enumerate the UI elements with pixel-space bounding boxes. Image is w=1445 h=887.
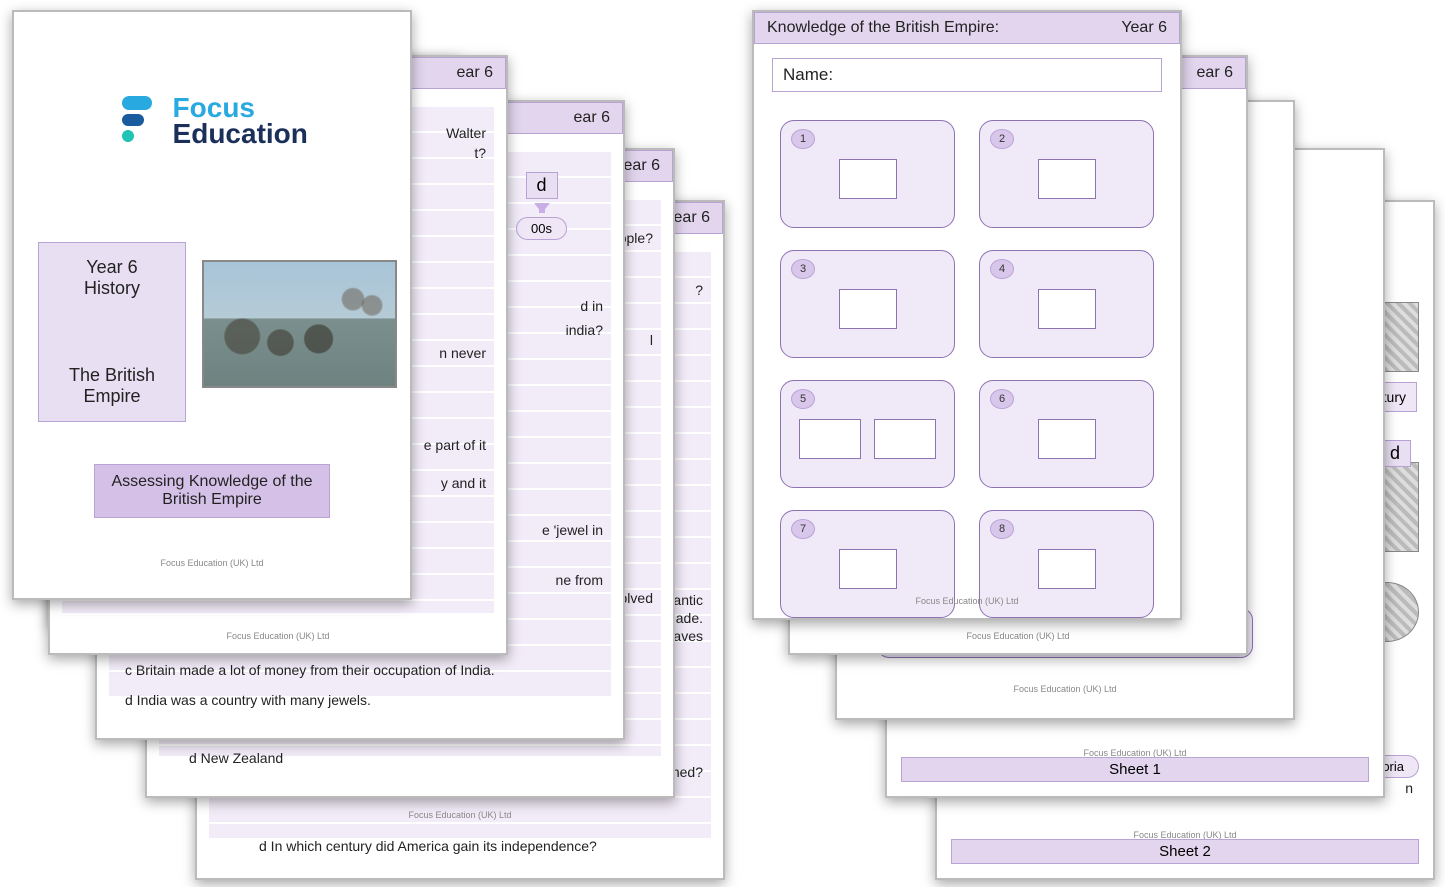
cover-year: Year 6 <box>47 257 177 278</box>
answer-slot[interactable] <box>874 419 936 459</box>
answer-slot[interactable] <box>839 289 897 329</box>
answer-card-6: 6 <box>979 380 1154 488</box>
text-fragment: y and it <box>441 475 486 491</box>
answer-slot[interactable] <box>839 549 897 589</box>
text-fragment: l <box>650 332 653 348</box>
card-number: 8 <box>990 519 1014 539</box>
text-fragment: n never <box>439 345 486 361</box>
answer-slot[interactable] <box>799 419 861 459</box>
year-label: ear 6 <box>457 64 493 82</box>
answer-card-1: 1 <box>780 120 955 228</box>
cover-year-subject: Year 6 History <box>47 257 177 299</box>
cover-subject: History <box>47 278 177 299</box>
answer-slot[interactable] <box>1038 159 1096 199</box>
text-fragment: d in <box>580 298 603 314</box>
cover-page: Focus Education Year 6 History The Briti… <box>12 10 412 600</box>
card-number: 2 <box>990 129 1014 149</box>
subject-box: Year 6 History The British Empire <box>38 242 186 422</box>
text-fragment: n <box>1405 780 1413 796</box>
page-footer: Focus Education (UK) Ltd <box>14 558 410 568</box>
text-fragment: e part of it <box>424 437 486 453</box>
answer-card-3: 3 <box>780 250 955 358</box>
answer-card-5: 5 <box>780 380 955 488</box>
answer-grid: 1 2 3 4 5 6 <box>754 96 1180 638</box>
answer-card-4: 4 <box>979 250 1154 358</box>
answer-slot[interactable] <box>1038 549 1096 589</box>
focus-logo: Focus Education <box>14 92 410 149</box>
page-footer: Focus Education (UK) Ltd <box>754 596 1180 606</box>
page-footer: Focus Education (UK) Ltd <box>197 810 723 820</box>
card-number: 3 <box>791 259 815 279</box>
year-label: ear 6 <box>624 157 660 175</box>
answer-slot[interactable] <box>1038 289 1096 329</box>
sheet-label: Sheet 1 <box>901 757 1369 782</box>
letter-box: d <box>526 172 558 199</box>
text-fragment: d In which century did America gain its … <box>259 838 597 854</box>
text-fragment: antic <box>673 592 703 608</box>
logo-line2: Education <box>173 121 308 146</box>
text-fragment: ne from <box>556 572 603 588</box>
year-label: ear 6 <box>574 109 610 127</box>
text-fragment: ? <box>695 282 703 298</box>
sheet-label: Sheet 2 <box>951 839 1419 864</box>
text-fragment: e 'jewel in <box>542 522 603 538</box>
text-fragment: d New Zealand <box>189 750 283 766</box>
page-header: Knowledge of the British Empire: Year 6 <box>754 12 1180 44</box>
text-fragment: t? <box>474 145 486 161</box>
card-number: 4 <box>990 259 1014 279</box>
text-fragment: india? <box>566 322 603 338</box>
page-footer: Focus Education (UK) Ltd <box>837 684 1293 694</box>
logo-text: Focus Education <box>173 95 308 145</box>
page-footer: Focus Education (UK) Ltd <box>50 631 506 641</box>
answer-slot[interactable] <box>839 159 897 199</box>
cover-illustration <box>202 260 397 388</box>
card-number: 1 <box>791 129 815 149</box>
name-label: Name: <box>783 65 833 84</box>
year-label: ear 6 <box>1197 64 1233 82</box>
card-number: 5 <box>791 389 815 409</box>
year-label: ear 6 <box>674 209 710 227</box>
text-fragment: ade. <box>676 610 703 626</box>
letter-arrow-group: d 00s <box>516 172 567 240</box>
text-fragment: c Britain made a lot of money from their… <box>125 662 495 678</box>
era-pill: 00s <box>516 217 567 240</box>
assess-title: Assessing Knowledge of the British Empir… <box>94 464 330 518</box>
card-number: 6 <box>990 389 1014 409</box>
cover-topic: The British Empire <box>47 365 177 407</box>
answer-slot[interactable] <box>1038 419 1096 459</box>
text-fragment: Walter <box>446 125 486 141</box>
answer-card-2: 2 <box>979 120 1154 228</box>
name-field[interactable]: Name: <box>772 58 1162 92</box>
card-number: 7 <box>791 519 815 539</box>
worksheet-page: Knowledge of the British Empire: Year 6 … <box>752 10 1182 620</box>
year-label: Year 6 <box>1121 19 1167 37</box>
logo-mark <box>116 92 160 149</box>
logo-line1: Focus <box>173 95 308 120</box>
header-title: Knowledge of the British Empire: <box>767 19 999 37</box>
text-fragment: d India was a country with many jewels. <box>125 692 371 708</box>
